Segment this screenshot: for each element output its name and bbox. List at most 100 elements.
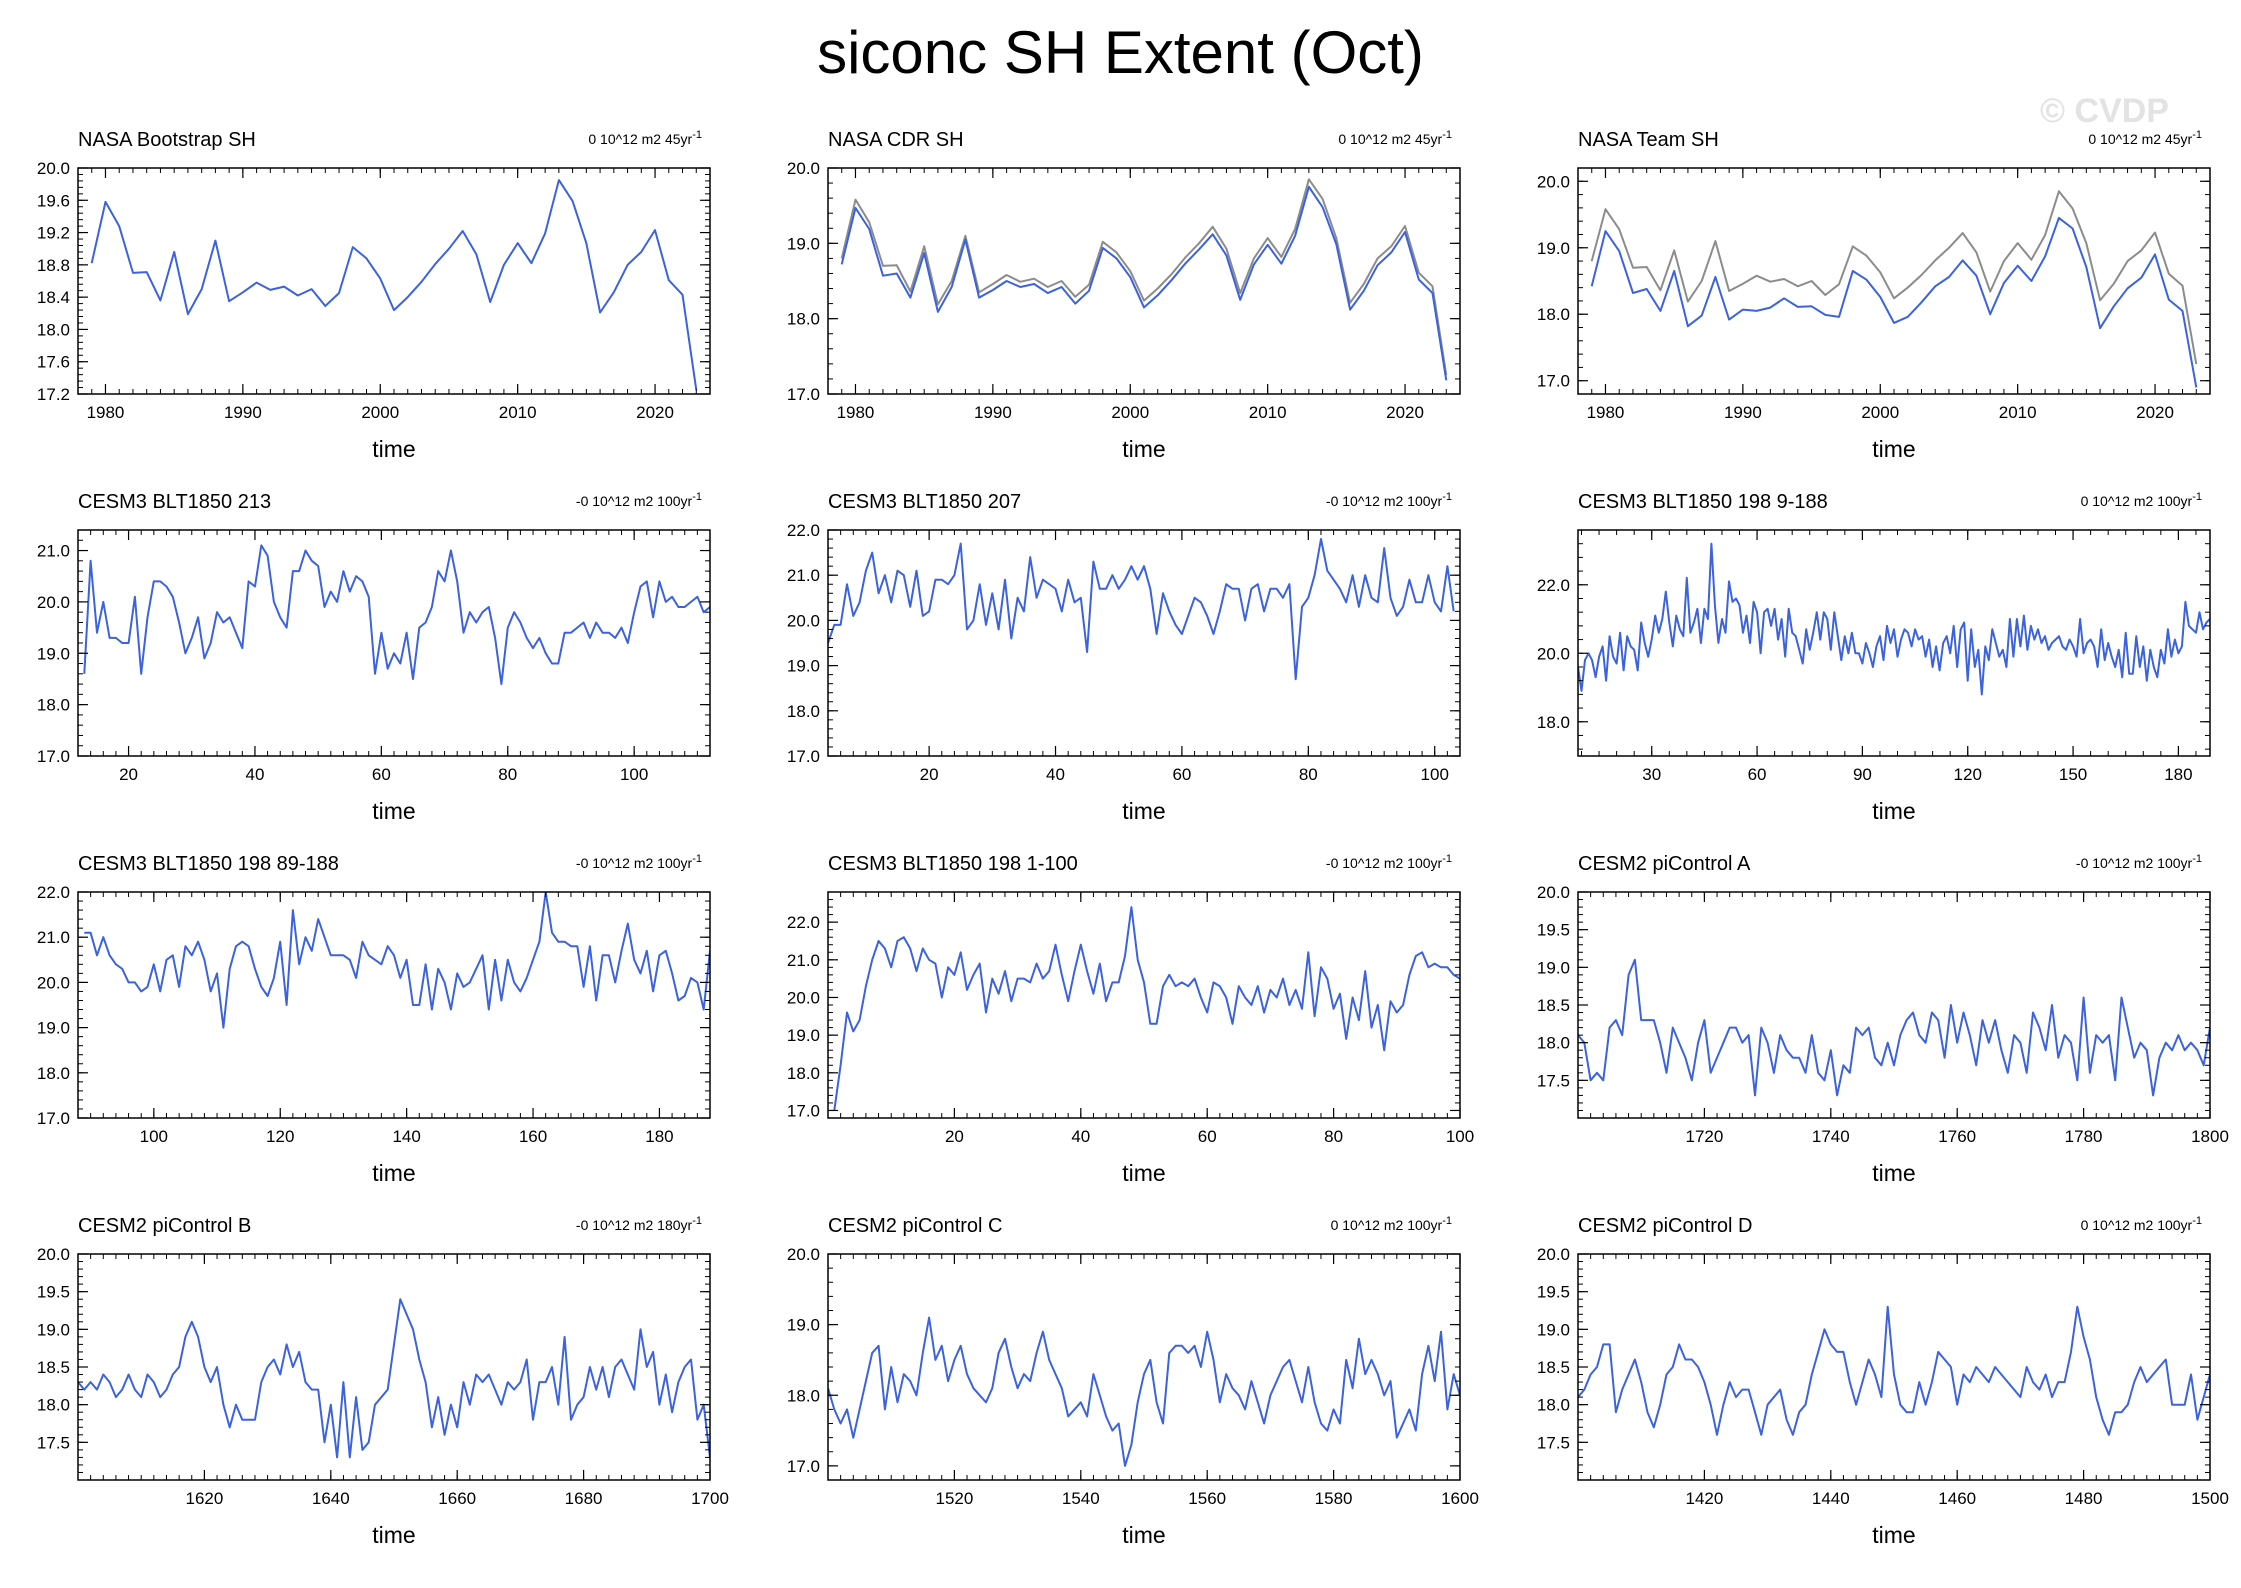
reference-series-line — [1590, 190, 2198, 365]
trend-label: 0 10^12 m2 45yr-1 — [1338, 129, 1452, 147]
trend-exponent: -1 — [1442, 1215, 1452, 1227]
x-tick-label: 1990 — [224, 403, 262, 422]
x-tick-label: 40 — [1071, 1127, 1090, 1146]
series-line — [84, 892, 710, 1029]
y-tick-label: 20.0 — [37, 1245, 70, 1264]
y-tick-label: 18.0 — [1537, 1396, 1570, 1415]
chart-panel: NASA Team SH 0 10^12 m2 45yr-1 1980 1990 200… — [1537, 129, 2211, 462]
x-tick-label: 160 — [519, 1127, 547, 1146]
x-tick-label: 2000 — [1861, 403, 1899, 422]
y-tick-label: 19.5 — [1537, 921, 1570, 940]
y-tick-label: 19.0 — [37, 1019, 70, 1038]
y-tick-label: 18.0 — [37, 696, 70, 715]
chart-panel: CESM3 BLT1850 207 -0 10^12 m2 100yr-1 20 40… — [787, 491, 1461, 824]
x-tick-label: 1800 — [2191, 1127, 2229, 1146]
y-tick-label: 18.0 — [37, 320, 70, 339]
plot-frame — [827, 529, 1461, 757]
y-tick-label: 18.0 — [787, 1064, 820, 1083]
series-line — [828, 538, 1455, 681]
y-tick-label: 18.8 — [37, 256, 70, 275]
y-tick-label: 17.5 — [37, 1433, 70, 1452]
x-tick-label: 1980 — [1587, 403, 1625, 422]
x-tick-label: 80 — [1324, 1127, 1343, 1146]
chart-title: CESM3 BLT1850 198 1-100 — [828, 853, 1078, 875]
y-tick-label: 21.0 — [787, 951, 820, 970]
y-tick-label: 17.0 — [37, 747, 70, 766]
x-tick-label: 1640 — [312, 1489, 350, 1508]
x-tick-label: 90 — [1853, 765, 1872, 784]
y-tick-label: 19.0 — [1537, 239, 1570, 258]
y-tick-label: 22.0 — [787, 521, 820, 540]
y-tick-label: 19.0 — [1537, 958, 1570, 977]
trend-label: -0 10^12 m2 100yr-1 — [1326, 853, 1452, 871]
chart-title: CESM2 piControl C — [828, 1215, 1003, 1237]
chart-title: CESM2 piControl A — [1578, 853, 1751, 875]
x-tick-label: 1980 — [837, 403, 875, 422]
series-line — [1578, 958, 2210, 1097]
y-tick-label: 20.0 — [37, 973, 70, 992]
y-tick-label: 19.0 — [37, 1320, 70, 1339]
x-tick-label: 1660 — [438, 1489, 476, 1508]
y-tick-label: 19.0 — [787, 234, 820, 253]
y-tick-label: 20.0 — [1537, 1245, 1570, 1264]
y-tick-label: 17.0 — [787, 747, 820, 766]
trend-exponent: -1 — [692, 1215, 702, 1227]
x-tick-label: 2000 — [361, 403, 399, 422]
x-axis-label: time — [1122, 436, 1165, 462]
y-tick-label: 21.0 — [787, 566, 820, 585]
x-tick-label: 1580 — [1315, 1489, 1353, 1508]
x-tick-label: 60 — [1172, 765, 1191, 784]
x-tick-label: 2010 — [1249, 403, 1287, 422]
plot-frame — [77, 167, 711, 395]
chart-panel: CESM3 BLT1850 198 9-188 0 10^12 m2 100yr-… — [1537, 491, 2211, 824]
trend-exponent: -1 — [2192, 853, 2202, 865]
chart-panel: CESM2 piControl D 0 10^12 m2 100yr-1 1420 1… — [1537, 1215, 2229, 1548]
chart-panel: CESM2 piControl C 0 10^12 m2 100yr-1 1520 1… — [787, 1215, 1479, 1548]
plot-frame — [77, 891, 711, 1119]
y-tick-label: 18.0 — [1537, 713, 1570, 732]
x-tick-label: 20 — [119, 765, 138, 784]
x-tick-label: 1460 — [1938, 1489, 1976, 1508]
chart-panel: CESM3 BLT1850 213 -0 10^12 m2 100yr-1 20 40… — [37, 491, 711, 824]
y-tick-label: 20.0 — [37, 159, 70, 178]
x-axis-label: time — [372, 1522, 415, 1548]
x-tick-label: 120 — [1954, 765, 1982, 784]
chart-title: CESM2 piControl B — [78, 1215, 251, 1237]
x-tick-label: 1990 — [974, 403, 1012, 422]
trend-exponent: -1 — [692, 491, 702, 503]
y-tick-label: 17.6 — [37, 353, 70, 372]
x-axis-label: time — [1122, 798, 1165, 824]
trend-label: 0 10^12 m2 45yr-1 — [2088, 129, 2202, 147]
chart-title: NASA Team SH — [1578, 129, 1719, 151]
y-tick-label: 21.0 — [37, 928, 70, 947]
x-axis-label: time — [372, 798, 415, 824]
x-tick-label: 2010 — [1999, 403, 2037, 422]
chart-panel: NASA Bootstrap SH 0 10^12 m2 45yr-1 1980 19… — [37, 129, 711, 462]
plot-frame — [77, 529, 711, 757]
y-tick-label: 22.0 — [1537, 576, 1570, 595]
x-tick-label: 100 — [1421, 765, 1449, 784]
y-tick-label: 20.0 — [787, 611, 820, 630]
y-tick-label: 17.2 — [37, 385, 70, 404]
y-tick-label: 20.0 — [1537, 644, 1570, 663]
y-tick-label: 20.0 — [1537, 172, 1570, 191]
y-tick-label: 18.5 — [1537, 1358, 1570, 1377]
series-line — [1590, 216, 2198, 388]
y-tick-label: 19.5 — [1537, 1283, 1570, 1302]
y-tick-label: 20.0 — [1537, 883, 1570, 902]
x-tick-label: 80 — [1299, 765, 1318, 784]
x-tick-label: 2010 — [499, 403, 537, 422]
series-line — [828, 1316, 1460, 1467]
plot-frame — [827, 891, 1461, 1119]
y-tick-label: 18.0 — [1537, 1034, 1570, 1053]
y-tick-label: 18.5 — [37, 1358, 70, 1377]
x-tick-label: 20 — [920, 765, 939, 784]
x-axis-label: time — [372, 1160, 415, 1186]
x-tick-label: 120 — [266, 1127, 294, 1146]
x-tick-label: 1520 — [935, 1489, 973, 1508]
trend-label: -0 10^12 m2 100yr-1 — [576, 491, 702, 509]
y-tick-label: 19.0 — [787, 657, 820, 676]
trend-label: -0 10^12 m2 100yr-1 — [2076, 853, 2202, 871]
y-tick-label: 17.0 — [787, 1101, 820, 1120]
